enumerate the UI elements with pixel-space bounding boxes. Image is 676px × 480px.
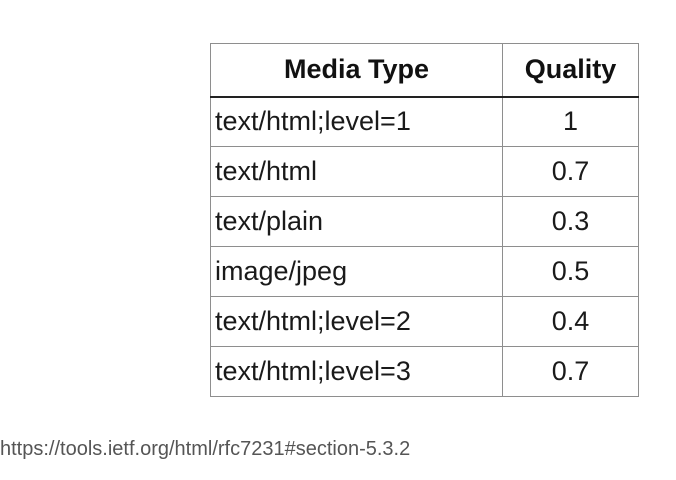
table-row: text/plain 0.3 [210,196,639,247]
quality-cell: 0.7 [502,346,639,397]
media-type-cell: text/html;level=3 [210,346,503,397]
quality-cell: 0.5 [502,246,639,297]
table-row: text/html 0.7 [210,146,639,197]
table-body: text/html;level=1 1 text/html 0.7 text/p… [210,96,639,397]
quality-cell: 0.3 [502,196,639,247]
media-type-cell: text/plain [210,196,503,247]
quality-column-header: Quality [502,43,639,98]
media-type-cell: text/html;level=2 [210,296,503,347]
media-type-cell: text/html [210,146,503,197]
media-type-quality-table: Media Type Quality text/html;level=1 1 t… [210,43,639,397]
table-row: text/html;level=3 0.7 [210,346,639,397]
quality-cell: 0.4 [502,296,639,347]
media-type-cell: text/html;level=1 [210,96,503,147]
quality-cell: 0.7 [502,146,639,197]
table-row: text/html;level=2 0.4 [210,296,639,347]
header-row: Media Type Quality [210,43,639,98]
table-header: Media Type Quality [210,43,639,98]
media-type-column-header: Media Type [210,43,503,98]
table-row: image/jpeg 0.5 [210,246,639,297]
media-type-cell: image/jpeg [210,246,503,297]
table-row: text/html;level=1 1 [210,96,639,147]
source-url: https://tools.ietf.org/html/rfc7231#sect… [0,438,411,460]
quality-cell: 1 [502,96,639,147]
